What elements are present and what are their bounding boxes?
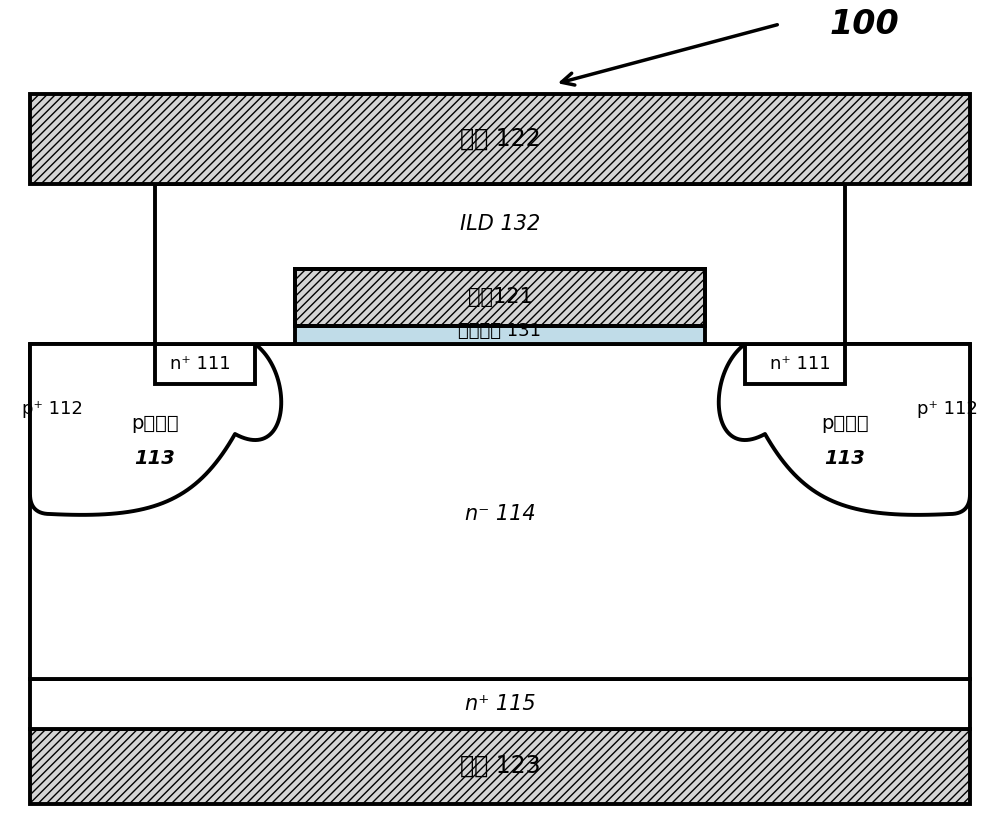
Bar — [30, 679, 970, 729]
Bar — [155, 184, 845, 344]
Text: ILD 132: ILD 132 — [460, 214, 540, 234]
Text: p型体区: p型体区 — [131, 414, 179, 433]
Text: 113: 113 — [135, 449, 175, 468]
Bar — [295, 269, 705, 326]
Text: 栅极121: 栅极121 — [468, 287, 532, 307]
Bar — [155, 344, 255, 384]
Text: n⁻ 114: n⁻ 114 — [465, 504, 535, 524]
Bar — [745, 344, 845, 384]
Text: n⁺ 111: n⁺ 111 — [170, 355, 230, 373]
Text: 漏极 123: 漏极 123 — [460, 754, 540, 778]
Text: p型体区: p型体区 — [821, 414, 869, 433]
Bar — [30, 729, 970, 804]
Bar — [295, 269, 705, 326]
Bar — [30, 94, 970, 184]
Polygon shape — [719, 344, 970, 515]
Bar — [30, 344, 970, 679]
Polygon shape — [30, 344, 281, 515]
Text: 栅电介质 131: 栅电介质 131 — [458, 322, 542, 340]
Text: 100: 100 — [830, 7, 900, 40]
Text: p⁺ 112: p⁺ 112 — [917, 400, 978, 418]
Text: n⁺ 115: n⁺ 115 — [465, 694, 535, 714]
Bar — [295, 326, 705, 344]
Text: n⁺ 111: n⁺ 111 — [770, 355, 830, 373]
Text: p⁺ 112: p⁺ 112 — [22, 400, 83, 418]
Text: 113: 113 — [825, 449, 865, 468]
Text: 源极 122: 源极 122 — [460, 127, 540, 151]
